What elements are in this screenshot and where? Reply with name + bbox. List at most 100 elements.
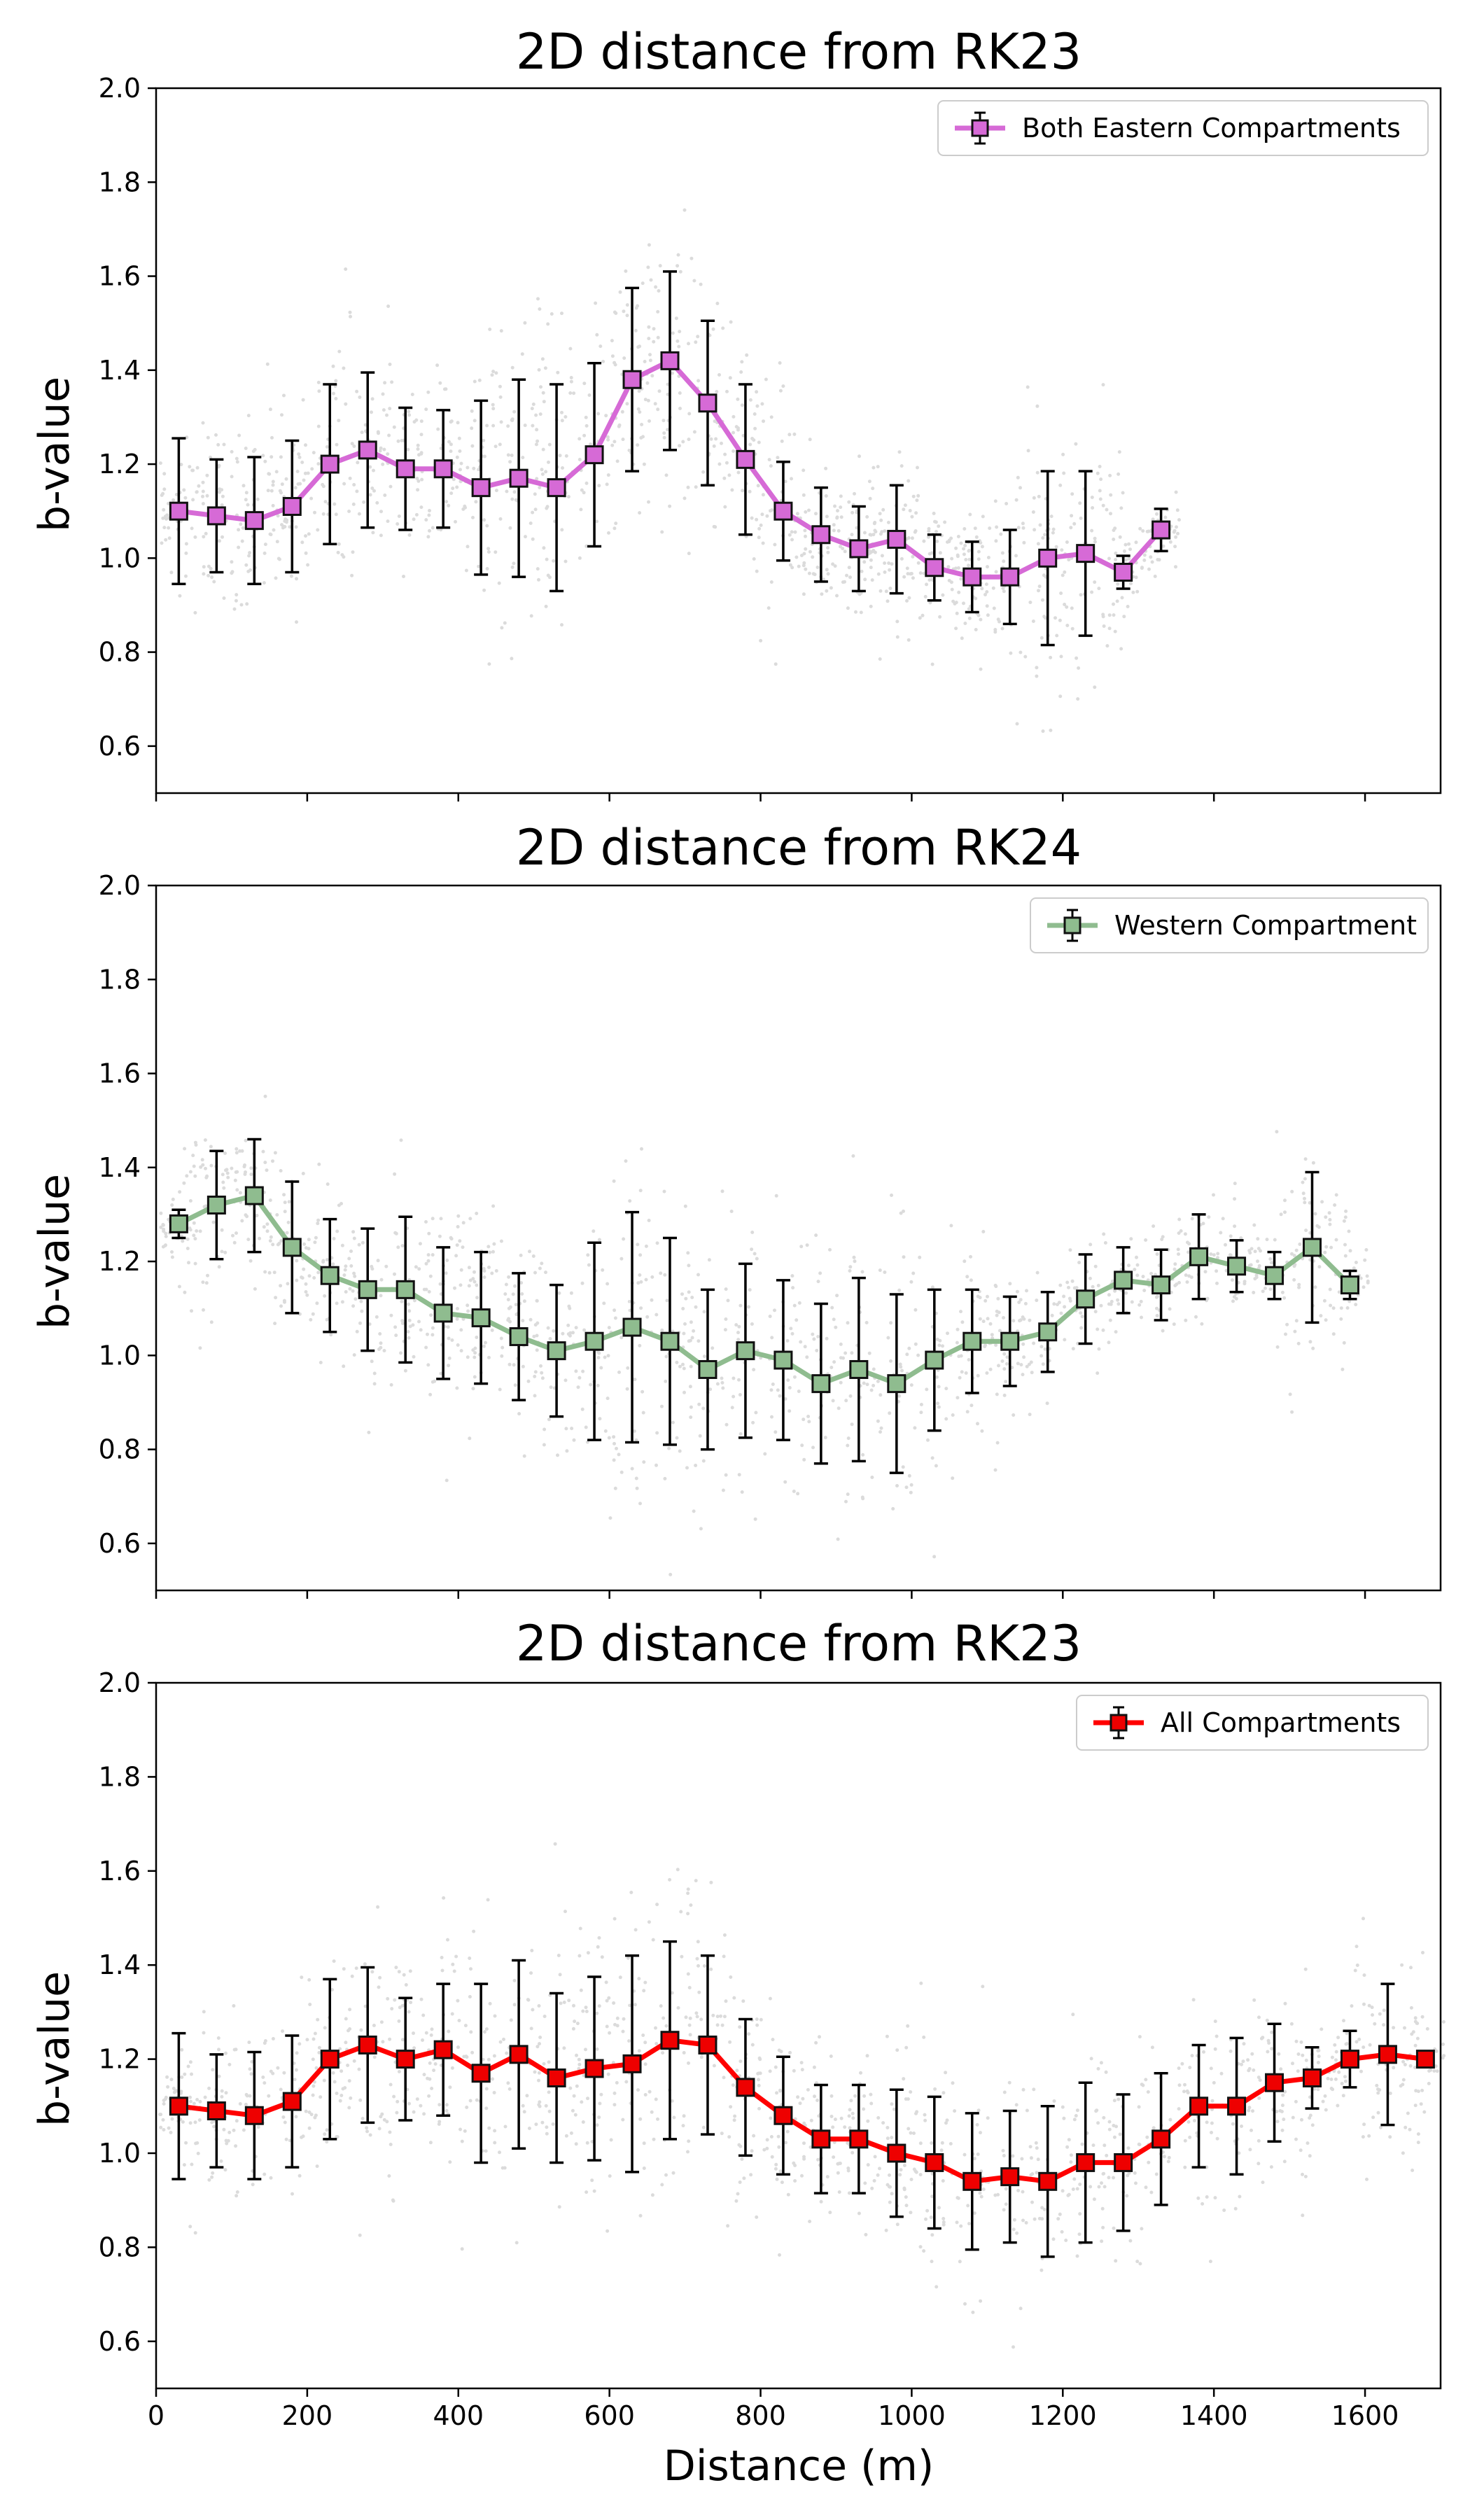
- y-tick-label: 1.4: [99, 1949, 141, 1980]
- data-point: [660, 1331, 680, 1351]
- y-tick-label: 1.2: [99, 449, 141, 479]
- data-point: [1227, 2096, 1247, 2116]
- data-point: [660, 2031, 680, 2050]
- data-point: [169, 1214, 188, 1233]
- data-point: [1378, 2045, 1397, 2064]
- data-point: [1303, 2068, 1322, 2087]
- legend: All Compartments: [1076, 1695, 1429, 1751]
- scatter-points: [159, 1094, 1370, 1576]
- data-point: [1076, 2152, 1096, 2172]
- legend-marker: [1047, 909, 1098, 942]
- data-point: [1227, 1256, 1247, 1276]
- y-axis-label: b-value: [30, 1971, 79, 2127]
- data-point: [547, 1341, 566, 1361]
- data-point: [962, 1331, 982, 1351]
- data-point: [698, 393, 718, 413]
- y-tick-label: 1.2: [99, 1246, 141, 1277]
- axis-ticks: 0.6 0.8 1.0 1.2 1.4 1.6 1.8 2.0 0 200 400 600 800 100…: [99, 1667, 1399, 2431]
- data-markers: [169, 2031, 1435, 2191]
- legend-label: All Compartments: [1161, 1707, 1401, 1738]
- data-point: [169, 501, 188, 521]
- legend-label: Western Compartment: [1114, 910, 1417, 941]
- data-point: [169, 2096, 188, 2116]
- y-tick-label: 1.6: [99, 1058, 141, 1089]
- data-point: [698, 1359, 718, 1379]
- data-point: [320, 1266, 340, 1285]
- data-point: [396, 2050, 415, 2069]
- legend: Both Eastern Compartments: [937, 100, 1429, 156]
- legend-square: [1063, 916, 1082, 934]
- y-tick-label: 1.6: [99, 1856, 141, 1886]
- x-tick-label: 1200: [1029, 2400, 1097, 2431]
- y-tick-label: 1.4: [99, 355, 141, 386]
- data-point: [1076, 1289, 1096, 1309]
- data-point: [1038, 2171, 1058, 2191]
- legend-marker: [955, 111, 1005, 145]
- x-tick-label: 400: [433, 2400, 484, 2431]
- data-point: [1303, 1238, 1322, 1257]
- data-point: [547, 2068, 566, 2087]
- data-point: [736, 1341, 755, 1361]
- data-point: [1000, 567, 1020, 587]
- subplot-all: 2D distance from RK23 b-value Distance (…: [30, 1615, 1446, 2491]
- data-point: [1265, 2073, 1284, 2092]
- y-tick-label: 2.0: [99, 73, 141, 104]
- axis-ticks: 0.6 0.8 1.0 1.2 1.4 1.6 1.8 2.0: [99, 73, 1366, 802]
- y-tick-label: 2.0: [99, 1667, 141, 1698]
- error-bars: [172, 1138, 1357, 1474]
- background-scatter: [158, 1842, 1446, 2349]
- axis-ticks: 0.6 0.8 1.0 1.2 1.4 1.6 1.8 2.0: [99, 870, 1366, 1599]
- data-point: [1152, 1275, 1171, 1295]
- y-axis-label: b-value: [30, 377, 79, 532]
- subplot-title: 2D distance from RK23: [516, 23, 1082, 80]
- data-point: [282, 2092, 302, 2111]
- data-point: [320, 454, 340, 474]
- y-tick-label: 1.8: [99, 167, 141, 197]
- data-point: [1189, 2096, 1209, 2116]
- data-point: [1340, 2050, 1359, 2069]
- data-point: [1415, 2050, 1435, 2069]
- y-tick-label: 2.0: [99, 870, 141, 901]
- y-axis-label: b-value: [30, 1174, 79, 1329]
- plot-frame: [155, 884, 1442, 1592]
- data-point: [396, 1280, 415, 1299]
- y-tick-label: 0.6: [99, 731, 141, 762]
- y-tick-label: 0.6: [99, 2326, 141, 2357]
- data-point: [282, 496, 302, 516]
- data-point: [925, 558, 944, 578]
- data-point: [925, 1350, 944, 1370]
- data-point: [584, 2059, 604, 2078]
- data-point: [358, 440, 377, 460]
- data-point: [1152, 2129, 1171, 2149]
- data-point: [1189, 1247, 1209, 1266]
- data-point: [811, 1374, 831, 1394]
- data-point: [887, 529, 906, 549]
- x-tick-label: 200: [282, 2400, 333, 2431]
- x-tick-label: 800: [735, 2400, 786, 2431]
- data-point: [433, 2040, 453, 2059]
- data-point: [849, 539, 869, 559]
- y-tick-label: 1.0: [99, 542, 141, 573]
- x-tick-label: 1000: [878, 2400, 946, 2431]
- data-point: [433, 459, 453, 479]
- x-tick-label: 1400: [1180, 2400, 1248, 2431]
- data-point: [887, 2143, 906, 2163]
- data-point: [887, 1374, 906, 1394]
- legend-square: [1110, 1714, 1128, 1732]
- legend-box: [1030, 897, 1429, 953]
- data-point: [244, 511, 264, 531]
- data-point: [584, 1331, 604, 1351]
- subplot-eastern: 2D distance from RK23 b-value 0.6 0.8 1.0 1…: [30, 23, 1442, 802]
- data-point: [811, 2129, 831, 2149]
- data-point: [358, 2035, 377, 2054]
- subplot-title: 2D distance from RK24: [516, 819, 1082, 876]
- data-point: [206, 506, 226, 526]
- scatter-points: [158, 1842, 1446, 2349]
- data-point: [736, 2078, 755, 2097]
- y-tick-label: 1.8: [99, 1761, 141, 1792]
- x-tick-label: 600: [584, 2400, 635, 2431]
- data-point: [622, 370, 642, 389]
- data-point: [206, 2101, 226, 2121]
- data-point: [1000, 1331, 1020, 1351]
